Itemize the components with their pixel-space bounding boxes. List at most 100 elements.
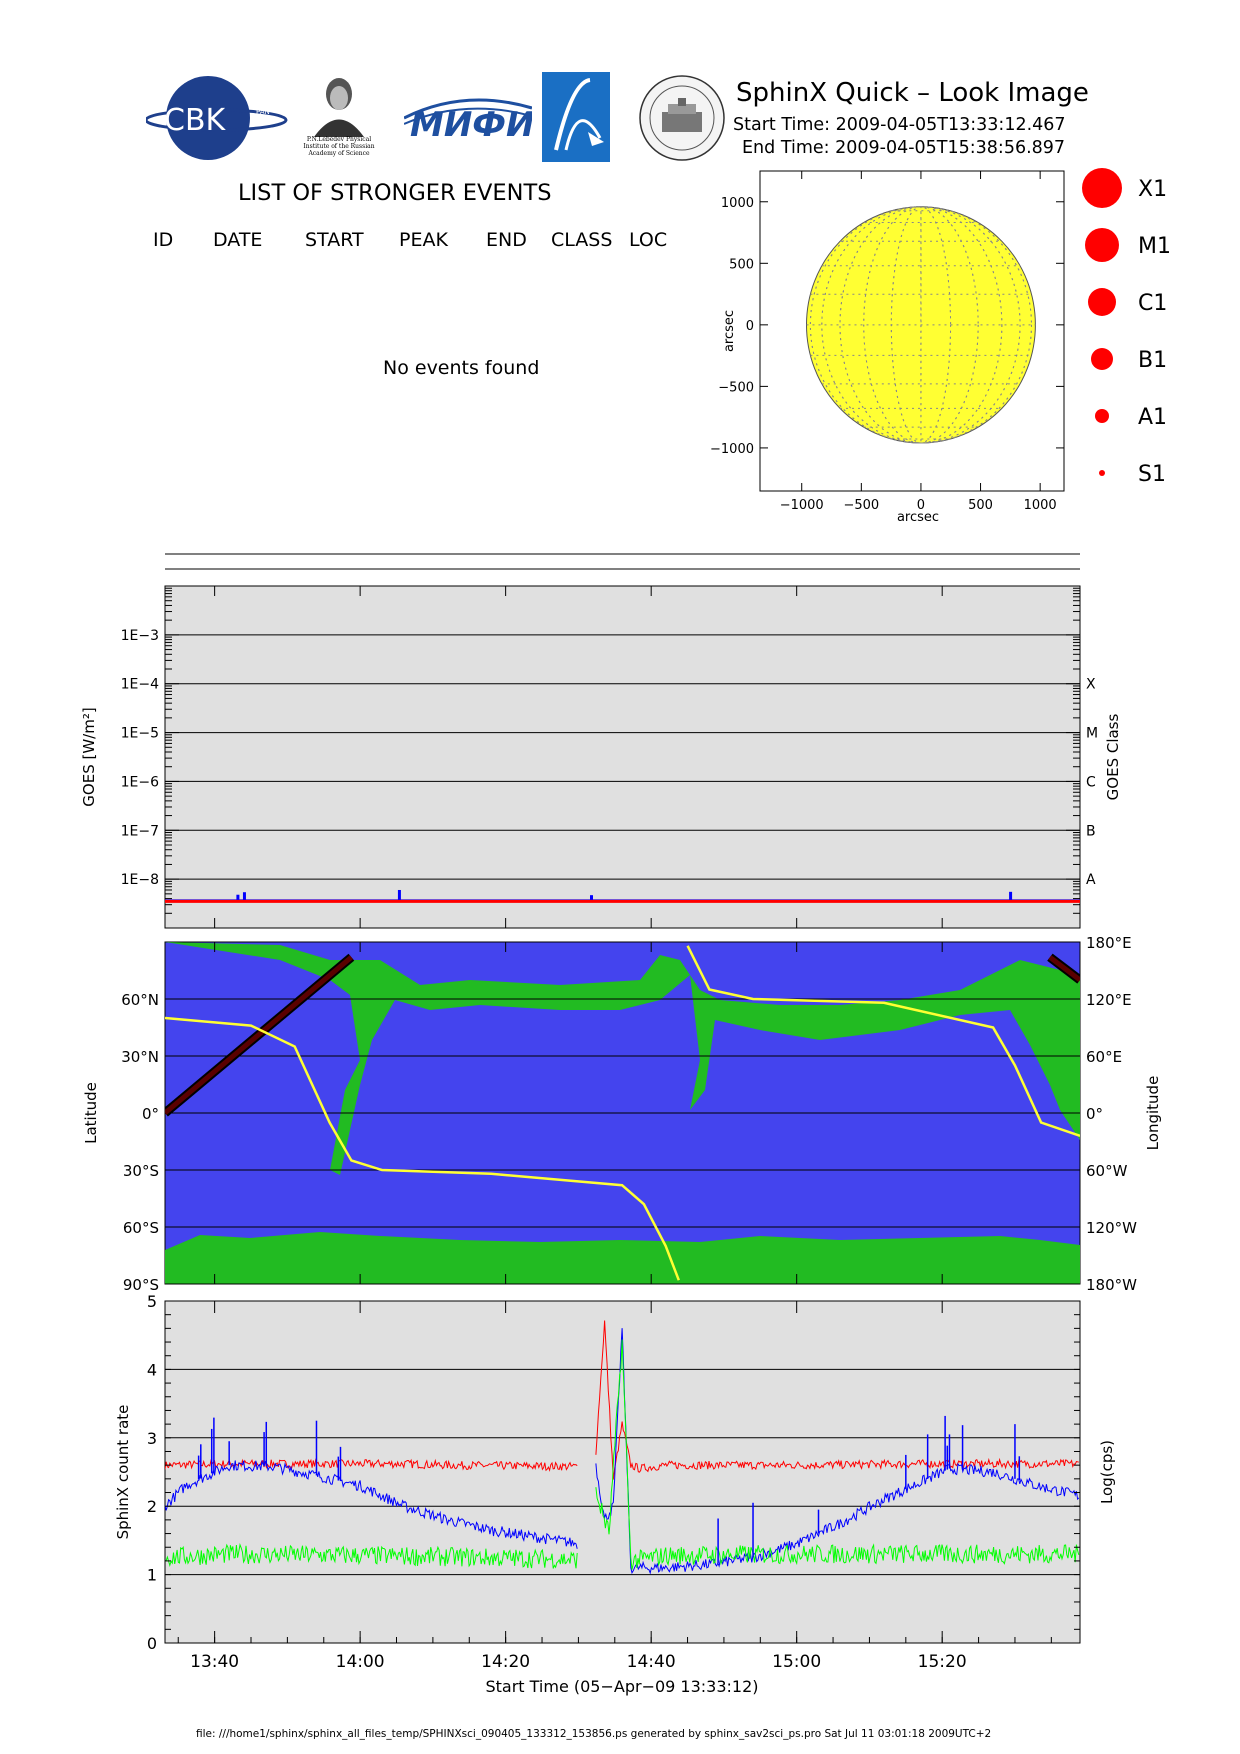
- footer-file-info: file: ///home1/sphinx/sphinx_all_files_t…: [196, 1728, 992, 1740]
- counts-x-tick-label: 14:00: [336, 1652, 385, 1672]
- counts-x-tick-label: 13:40: [190, 1652, 239, 1672]
- solar-disk-xlabel: arcsec: [897, 510, 939, 525]
- counts-x-tick-label: 15:20: [918, 1652, 967, 1672]
- disk-x-tick-label: 0: [917, 498, 925, 513]
- orbit-lon-tick-label: 180°E: [1086, 934, 1132, 952]
- legend-marker-c1: [1088, 288, 1116, 316]
- solar-disk-panel: −1000 −500 0 500 1000 −1000 −500 0 500 1000 arcse…: [710, 170, 1065, 525]
- lebedev-logo: P.N.Lebedev Physical Institute of the Ru…: [294, 72, 384, 164]
- solar-disk-ylabel: arcsec: [722, 310, 737, 352]
- legend-marker-b1: [1091, 348, 1113, 370]
- mifi-logo: МИФИ: [403, 88, 534, 145]
- goes-class-label-m: M: [1086, 726, 1098, 742]
- orbit-lon-tick-label: 120°E: [1086, 991, 1132, 1009]
- university-seal-logo: [638, 74, 726, 162]
- column-id: ID: [153, 229, 174, 251]
- disk-y-tick-label: −500: [718, 380, 754, 395]
- disk-meridian: [839, 206, 1003, 444]
- column-date: DATE: [213, 229, 263, 251]
- goes-ylabel: GOES [W/m²]: [80, 707, 98, 806]
- goes-y-tick-label: 1E−3: [121, 628, 159, 644]
- disk-meridian: [809, 206, 1032, 444]
- column-class: CLASS: [551, 229, 613, 251]
- orbit-lon-tick-label: 180°W: [1086, 1276, 1137, 1294]
- no-events-message: No events found: [383, 357, 540, 379]
- counts-xlabel: Start Time (05−Apr−09 13:33:12): [485, 1677, 758, 1696]
- lebedev-caption: P.N.Lebedev Physical Institute of the Ru…: [303, 136, 375, 157]
- observatory-logo: [542, 72, 610, 162]
- counts-series-2: [165, 1339, 1080, 1570]
- column-end: END: [486, 229, 527, 251]
- counts-panel: 0 1 2 3 4 5 13:40 14:00 14:20 14:40 15:00 15:20 Sph…: [114, 1292, 1116, 1696]
- counts-y-tick-label: 2: [147, 1497, 157, 1516]
- goes-y-tick-label: 1E−8: [121, 872, 159, 888]
- goes-class-label-c: C: [1086, 774, 1096, 790]
- orbit-lat-tick-label: 60°S: [123, 1219, 159, 1237]
- goes-y-tick-label: 1E−5: [121, 726, 159, 742]
- land-south: [165, 1232, 1080, 1284]
- orbit-lat-tick-label: 90°S: [123, 1276, 159, 1294]
- counts-y-tick-label: 4: [147, 1360, 157, 1379]
- legend-marker-x1: [1082, 168, 1122, 208]
- orbit-lat-tick-label: 30°S: [123, 1162, 159, 1180]
- disk-x-tick-label: −1000: [780, 498, 824, 513]
- cbk-logo-text: CBK: [164, 103, 227, 138]
- counts-series-0: [165, 1320, 1079, 1480]
- legend-marker-m1: [1085, 228, 1119, 262]
- land-north: [165, 942, 1080, 1175]
- counts-y-tick-label: 3: [147, 1429, 157, 1448]
- counts-y-tick-label: 1: [147, 1566, 157, 1585]
- counts-x-tick-label: 15:00: [772, 1652, 821, 1672]
- goes-y-tick-label: 1E−7: [121, 823, 159, 839]
- orbit-lat-tick-label: 0°: [142, 1105, 159, 1123]
- column-loc: LOC: [629, 229, 668, 251]
- counts-ylabel: SphinX count rate: [114, 1405, 132, 1540]
- orbit-lon-tick-label: 0°: [1086, 1105, 1103, 1123]
- mifi-logo-text: МИФИ: [410, 105, 532, 144]
- counts-y-tick-label: 0: [147, 1634, 157, 1653]
- goes-panel: 1E−3 1E−4 1E−5 1E−6 1E−7 1E−8 X M C B A GOES [W/m²…: [80, 585, 1122, 929]
- cbk-logo-small: PAN: [256, 108, 270, 116]
- chart-title: SphinX Quick – Look Image: [736, 78, 1089, 108]
- goes-class-label-a: A: [1086, 872, 1096, 888]
- disk-y-tick-label: 500: [729, 257, 754, 272]
- goes-y-tick-label: 1E−4: [121, 677, 159, 693]
- counts-series-1: [165, 1328, 1080, 1575]
- legend-label-s1: S1: [1138, 462, 1166, 487]
- orbit-longitude-curve: [165, 945, 1080, 1281]
- counts-y-tick-label: 5: [147, 1292, 157, 1311]
- goes-y-tick-label: 1E−6: [121, 774, 159, 790]
- orbit-y2label: Longitude: [1144, 1076, 1162, 1151]
- legend-label-x1: X1: [1138, 177, 1167, 202]
- end-time: End Time: 2009-04-05T15:38:56.897: [742, 138, 1066, 158]
- orbit-track: [165, 955, 1080, 1115]
- goes-background: [164, 585, 1081, 929]
- legend-label-a1: A1: [1138, 405, 1167, 430]
- orbit-lon-tick-label: 60°E: [1086, 1048, 1122, 1066]
- orbit-lat-tick-label: 60°N: [121, 991, 159, 1009]
- disk-y-tick-label: −1000: [710, 442, 754, 457]
- events-heading: LIST OF STRONGER EVENTS: [238, 180, 552, 206]
- column-peak: PEAK: [399, 229, 448, 251]
- legend-label-m1: M1: [1138, 234, 1171, 259]
- legend-label-c1: C1: [1138, 291, 1167, 316]
- legend-marker-s1: [1099, 470, 1105, 476]
- start-time: Start Time: 2009-04-05T13:33:12.467: [733, 115, 1066, 135]
- disk-x-tick-label: 1000: [1024, 498, 1057, 513]
- cbk-logo: CBK PAN: [144, 74, 290, 164]
- counts-y2label: Log(cps): [1098, 1440, 1116, 1504]
- orbit-lon-tick-label: 120°W: [1086, 1219, 1137, 1237]
- legend-label-b1: B1: [1138, 348, 1167, 373]
- orbit-lat-tick-label: 30°N: [121, 1048, 159, 1066]
- orbit-ylabel: Latitude: [82, 1082, 100, 1144]
- disk-x-tick-label: 500: [968, 498, 993, 513]
- class-legend: X1 M1 C1 B1 A1 S1: [1082, 168, 1171, 487]
- orbit-lon-tick-label: 60°W: [1086, 1162, 1128, 1180]
- disk-meridian: [863, 206, 979, 444]
- goes-class-label-b: B: [1086, 823, 1096, 839]
- goes-class-label-x: X: [1086, 677, 1096, 693]
- legend-marker-a1: [1095, 409, 1109, 423]
- goes-y2label: GOES Class: [1104, 713, 1122, 800]
- counts-x-tick-label: 14:40: [627, 1652, 676, 1672]
